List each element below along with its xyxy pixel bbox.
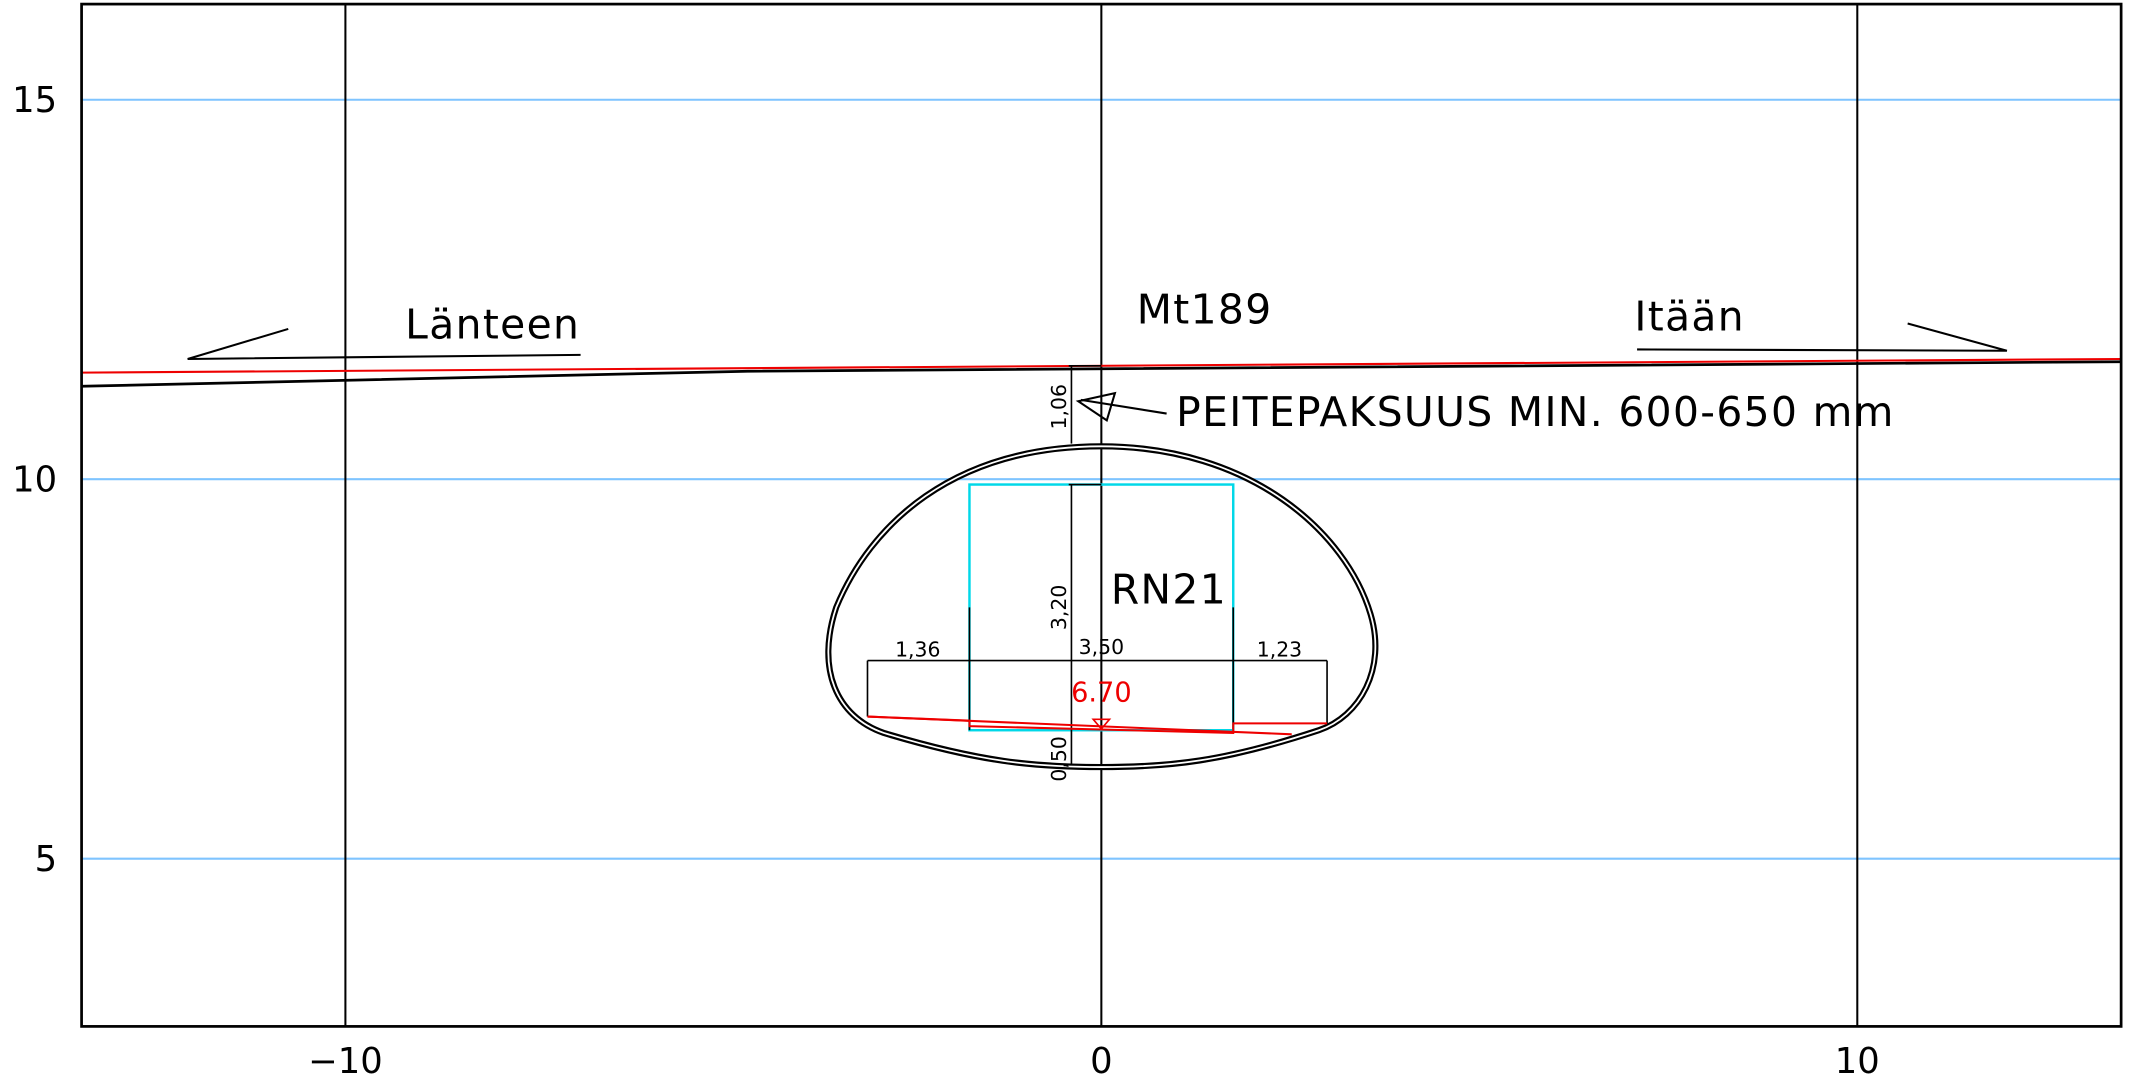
dimension-label: 1,36 — [895, 637, 940, 661]
tunnel-outline-inner — [827, 445, 1377, 768]
dimension-label: 1,23 — [1257, 637, 1302, 661]
y-tick-label: 10 — [12, 459, 57, 500]
tunnel-label: RN21 — [1111, 565, 1227, 613]
cover-note: PEITEPAKSUUS MIN. 600-650 mm — [1176, 388, 1895, 436]
elevation-marker — [1091, 718, 1112, 731]
west-label: Länteen — [405, 300, 580, 348]
east-label: Itään — [1634, 292, 1745, 340]
y-tick-label: 5 — [35, 839, 57, 880]
y-tick-label: 15 — [12, 80, 57, 121]
dimension-label: 3,50 — [1079, 635, 1124, 659]
east-arrow — [1637, 322, 2008, 352]
x-tick-label: 0 — [1090, 1041, 1112, 1081]
frame — [80, 2, 2123, 1028]
leader-arrow — [1075, 391, 1117, 423]
tunnel-road — [867, 715, 1292, 736]
dimension-label: 1,06 — [1047, 384, 1071, 430]
dimension-label: 0,50 — [1047, 736, 1071, 782]
leader-line — [1080, 398, 1167, 415]
grid — [81, 4, 2122, 1027]
x-tick-label: 10 — [1835, 1041, 1880, 1081]
west-arrow — [187, 327, 581, 360]
terrain-line — [81, 360, 2122, 388]
x-tick-label: −10 — [308, 1041, 383, 1081]
dimension-label: 3,20 — [1047, 585, 1071, 631]
road-label: Mt189 — [1137, 285, 1273, 333]
elevation-label: 6.70 — [1071, 678, 1132, 709]
